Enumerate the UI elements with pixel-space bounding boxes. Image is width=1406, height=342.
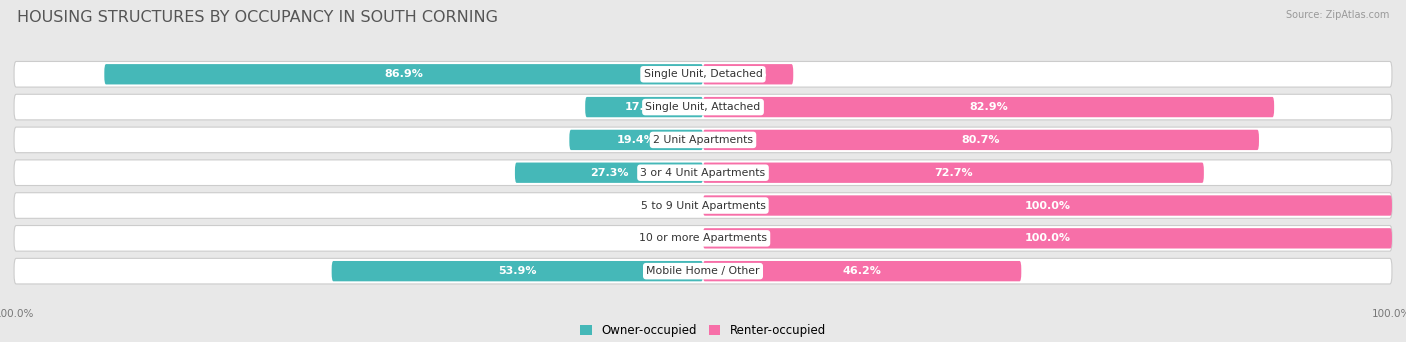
FancyBboxPatch shape: [703, 64, 793, 84]
Text: 86.9%: 86.9%: [384, 69, 423, 79]
Legend: Owner-occupied, Renter-occupied: Owner-occupied, Renter-occupied: [575, 319, 831, 342]
Text: 0.0%: 0.0%: [662, 200, 693, 211]
FancyBboxPatch shape: [14, 258, 1392, 284]
FancyBboxPatch shape: [585, 97, 703, 117]
Text: Mobile Home / Other: Mobile Home / Other: [647, 266, 759, 276]
Text: 27.3%: 27.3%: [589, 168, 628, 178]
Text: HOUSING STRUCTURES BY OCCUPANCY IN SOUTH CORNING: HOUSING STRUCTURES BY OCCUPANCY IN SOUTH…: [17, 10, 498, 25]
Text: 46.2%: 46.2%: [842, 266, 882, 276]
FancyBboxPatch shape: [104, 64, 703, 84]
Text: 80.7%: 80.7%: [962, 135, 1000, 145]
Text: 10 or more Apartments: 10 or more Apartments: [638, 233, 768, 244]
Text: Single Unit, Attached: Single Unit, Attached: [645, 102, 761, 112]
Text: 100.0%: 100.0%: [1372, 309, 1406, 319]
FancyBboxPatch shape: [14, 94, 1392, 120]
FancyBboxPatch shape: [703, 261, 1021, 281]
FancyBboxPatch shape: [703, 228, 1392, 249]
FancyBboxPatch shape: [14, 127, 1392, 153]
FancyBboxPatch shape: [703, 195, 1392, 216]
Text: 100.0%: 100.0%: [1025, 200, 1070, 211]
Text: 100.0%: 100.0%: [1025, 233, 1070, 244]
FancyBboxPatch shape: [14, 62, 1392, 87]
FancyBboxPatch shape: [703, 130, 1258, 150]
Text: 2 Unit Apartments: 2 Unit Apartments: [652, 135, 754, 145]
Text: 82.9%: 82.9%: [969, 102, 1008, 112]
Text: 3 or 4 Unit Apartments: 3 or 4 Unit Apartments: [641, 168, 765, 178]
Text: 13.1%: 13.1%: [728, 69, 768, 79]
FancyBboxPatch shape: [515, 162, 703, 183]
Text: 5 to 9 Unit Apartments: 5 to 9 Unit Apartments: [641, 200, 765, 211]
Text: Single Unit, Detached: Single Unit, Detached: [644, 69, 762, 79]
FancyBboxPatch shape: [703, 97, 1274, 117]
FancyBboxPatch shape: [569, 130, 703, 150]
FancyBboxPatch shape: [14, 225, 1392, 251]
Text: Source: ZipAtlas.com: Source: ZipAtlas.com: [1285, 10, 1389, 20]
Text: 53.9%: 53.9%: [498, 266, 537, 276]
FancyBboxPatch shape: [332, 261, 703, 281]
FancyBboxPatch shape: [703, 162, 1204, 183]
Text: 17.1%: 17.1%: [624, 102, 664, 112]
Text: 72.7%: 72.7%: [934, 168, 973, 178]
Text: 0.0%: 0.0%: [662, 233, 693, 244]
FancyBboxPatch shape: [14, 160, 1392, 185]
Text: 19.4%: 19.4%: [617, 135, 655, 145]
Text: 100.0%: 100.0%: [0, 309, 34, 319]
FancyBboxPatch shape: [14, 193, 1392, 218]
